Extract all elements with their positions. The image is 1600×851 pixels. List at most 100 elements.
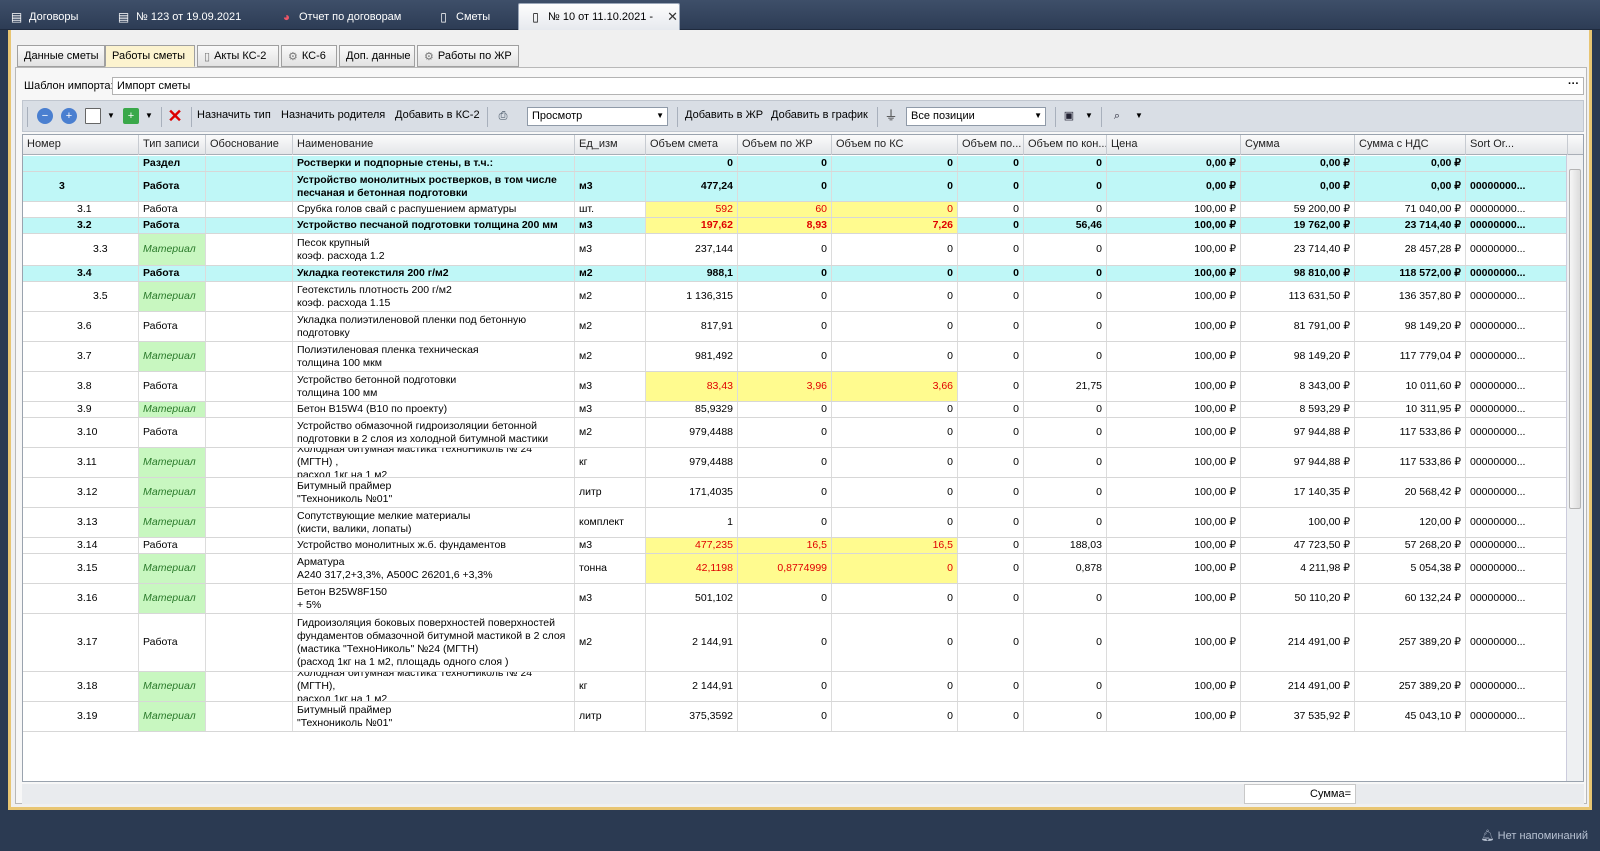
cell-price[interactable]: 100,00 ₽ <box>1107 702 1241 731</box>
cell-price[interactable]: 100,00 ₽ <box>1107 282 1241 311</box>
cell-num[interactable]: 3.8 <box>23 372 139 401</box>
cell-num[interactable]: 3.5 <box>23 282 139 311</box>
cell-just[interactable] <box>206 702 293 731</box>
cell-v-po[interactable]: 0 <box>958 614 1024 671</box>
cell-v-po[interactable]: 0 <box>958 538 1024 553</box>
cell-v-con[interactable]: 0 <box>1024 478 1107 507</box>
cell-sum[interactable]: 37 535,92 ₽ <box>1241 702 1355 731</box>
cell-name[interactable]: Арматура А240 317,2+3,3%, А500С 26201,6 … <box>293 554 575 583</box>
cell-type[interactable]: Работа <box>139 538 206 553</box>
cell-v-con[interactable]: 21,75 <box>1024 372 1107 401</box>
table-row[interactable]: 3.11 Материал Холодная битумная мастика Те… <box>23 448 1568 478</box>
cell-just[interactable] <box>206 538 293 553</box>
cell-sum-vat[interactable]: 120,00 ₽ <box>1355 508 1466 537</box>
column-header[interactable]: Цена <box>1107 135 1241 155</box>
cell-sum-vat[interactable]: 57 268,20 ₽ <box>1355 538 1466 553</box>
column-header[interactable]: Объем по... <box>958 135 1024 155</box>
cell-v-est[interactable]: 501,102 <box>646 584 738 613</box>
cell-v-po[interactable]: 0 <box>958 218 1024 233</box>
column-header[interactable]: Объем по КС <box>832 135 958 155</box>
cell-unit[interactable]: м2 <box>575 418 646 447</box>
cell-sort[interactable]: 00000000... <box>1466 342 1568 371</box>
cell-unit[interactable]: кг <box>575 672 646 701</box>
view-mode-select[interactable]: Просмотр ▼ <box>527 107 668 126</box>
cell-price[interactable]: 100,00 ₽ <box>1107 584 1241 613</box>
cell-sort[interactable]: 00000000... <box>1466 584 1568 613</box>
cell-v-jr[interactable]: 0 <box>738 312 832 341</box>
cell-type[interactable]: Материал <box>139 282 206 311</box>
cell-price[interactable]: 100,00 ₽ <box>1107 478 1241 507</box>
cell-v-jr[interactable]: 0 <box>738 508 832 537</box>
cell-name[interactable]: Битумный праймер "Технониколь №01" <box>293 702 575 731</box>
cell-just[interactable] <box>206 172 293 201</box>
cell-sort[interactable]: 00000000... <box>1466 372 1568 401</box>
cell-v-ks[interactable]: 0 <box>832 584 958 613</box>
cell-sum[interactable]: 0,00 ₽ <box>1241 172 1355 201</box>
cell-v-est[interactable]: 979,4488 <box>646 418 738 447</box>
doc-tab-contracts[interactable]: ▤ Договоры <box>0 3 100 30</box>
cell-just[interactable] <box>206 614 293 671</box>
filter-icon[interactable]: ⏚ <box>884 108 898 123</box>
cell-price[interactable]: 100,00 ₽ <box>1107 418 1241 447</box>
cell-price[interactable]: 100,00 ₽ <box>1107 202 1241 217</box>
cell-v-ks[interactable]: 0 <box>832 312 958 341</box>
cell-sort[interactable]: 00000000... <box>1466 218 1568 233</box>
cell-v-est[interactable]: 0 <box>646 156 738 171</box>
cell-sum[interactable]: 19 762,00 ₽ <box>1241 218 1355 233</box>
cell-name[interactable]: Устройство песчаной подготовки толщина 2… <box>293 218 575 233</box>
cell-num[interactable]: 3.4 <box>23 266 139 281</box>
cell-type[interactable]: Материал <box>139 448 206 477</box>
cell-unit[interactable]: шт. <box>575 202 646 217</box>
table-row[interactable]: 3.4 Работа Укладка геотекстиля 200 г/м2 м2 9… <box>23 266 1568 282</box>
add-to-ks2-button[interactable]: Добавить в КС-2 <box>395 109 480 121</box>
cell-just[interactable] <box>206 342 293 371</box>
cell-v-con[interactable]: 0 <box>1024 402 1107 417</box>
cell-sort[interactable]: 00000000... <box>1466 282 1568 311</box>
cell-v-po[interactable]: 0 <box>958 702 1024 731</box>
cell-type[interactable]: Работа <box>139 266 206 281</box>
cell-unit[interactable]: м3 <box>575 584 646 613</box>
table-row[interactable]: Раздел Ростверки и подпорные стены, в т.ч… <box>23 156 1568 172</box>
cell-sum-vat[interactable]: 5 054,38 ₽ <box>1355 554 1466 583</box>
cell-just[interactable] <box>206 266 293 281</box>
cell-sum-vat[interactable]: 117 533,86 ₽ <box>1355 418 1466 447</box>
cell-v-jr[interactable]: 60 <box>738 202 832 217</box>
table-row[interactable]: 3.6 Работа Укладка полиэтиленовой пленки п… <box>23 312 1568 342</box>
table-row[interactable]: 3.14 Работа Устройство монолитных ж.б. фун… <box>23 538 1568 554</box>
scrollbar-thumb[interactable] <box>1569 169 1581 509</box>
chevron-down-icon[interactable]: ▼ <box>107 111 115 120</box>
tab-estimate-works[interactable]: Работы сметы <box>105 45 195 67</box>
column-header[interactable]: Ед_изм <box>575 135 646 155</box>
table-row[interactable]: 3.2 Работа Устройство песчаной подготовки … <box>23 218 1568 234</box>
cell-sum[interactable]: 98 810,00 ₽ <box>1241 266 1355 281</box>
column-header[interactable]: Номер <box>23 135 139 155</box>
cell-v-ks[interactable]: 0 <box>832 282 958 311</box>
add-icon[interactable]: + <box>123 108 139 124</box>
cell-name[interactable]: Укладка геотекстиля 200 г/м2 <box>293 266 575 281</box>
cell-sum[interactable]: 0,00 ₽ <box>1241 156 1355 171</box>
cell-v-con[interactable]: 0 <box>1024 614 1107 671</box>
cell-v-ks[interactable]: 0 <box>832 672 958 701</box>
cell-v-po[interactable]: 0 <box>958 202 1024 217</box>
cell-just[interactable] <box>206 418 293 447</box>
cell-unit[interactable]: м3 <box>575 402 646 417</box>
cell-just[interactable] <box>206 584 293 613</box>
doc-tab-estimate-10[interactable]: ▯ № 10 от 11.10.2021 - ✕ <box>518 3 680 30</box>
cell-name[interactable]: Холодная битумная мастика ТехноНиколь № … <box>293 448 575 477</box>
add-to-jr-button[interactable]: Добавить в ЖР <box>685 109 764 121</box>
doc-tab-report[interactable]: ◕ Отчет по договорам <box>270 3 420 30</box>
cell-type[interactable]: Работа <box>139 312 206 341</box>
column-header[interactable]: Обоснование <box>206 135 293 155</box>
cell-v-po[interactable]: 0 <box>958 672 1024 701</box>
cell-v-ks[interactable]: 16,5 <box>832 538 958 553</box>
cell-v-po[interactable]: 0 <box>958 234 1024 265</box>
cell-sort[interactable]: 00000000... <box>1466 266 1568 281</box>
cell-unit[interactable]: м2 <box>575 282 646 311</box>
cell-unit[interactable] <box>575 156 646 171</box>
cell-num[interactable]: 3.9 <box>23 402 139 417</box>
column-header[interactable]: Наименование <box>293 135 575 155</box>
cell-just[interactable] <box>206 312 293 341</box>
cell-v-jr[interactable]: 0 <box>738 584 832 613</box>
cell-type[interactable]: Работа <box>139 372 206 401</box>
cell-v-jr[interactable]: 0 <box>738 266 832 281</box>
